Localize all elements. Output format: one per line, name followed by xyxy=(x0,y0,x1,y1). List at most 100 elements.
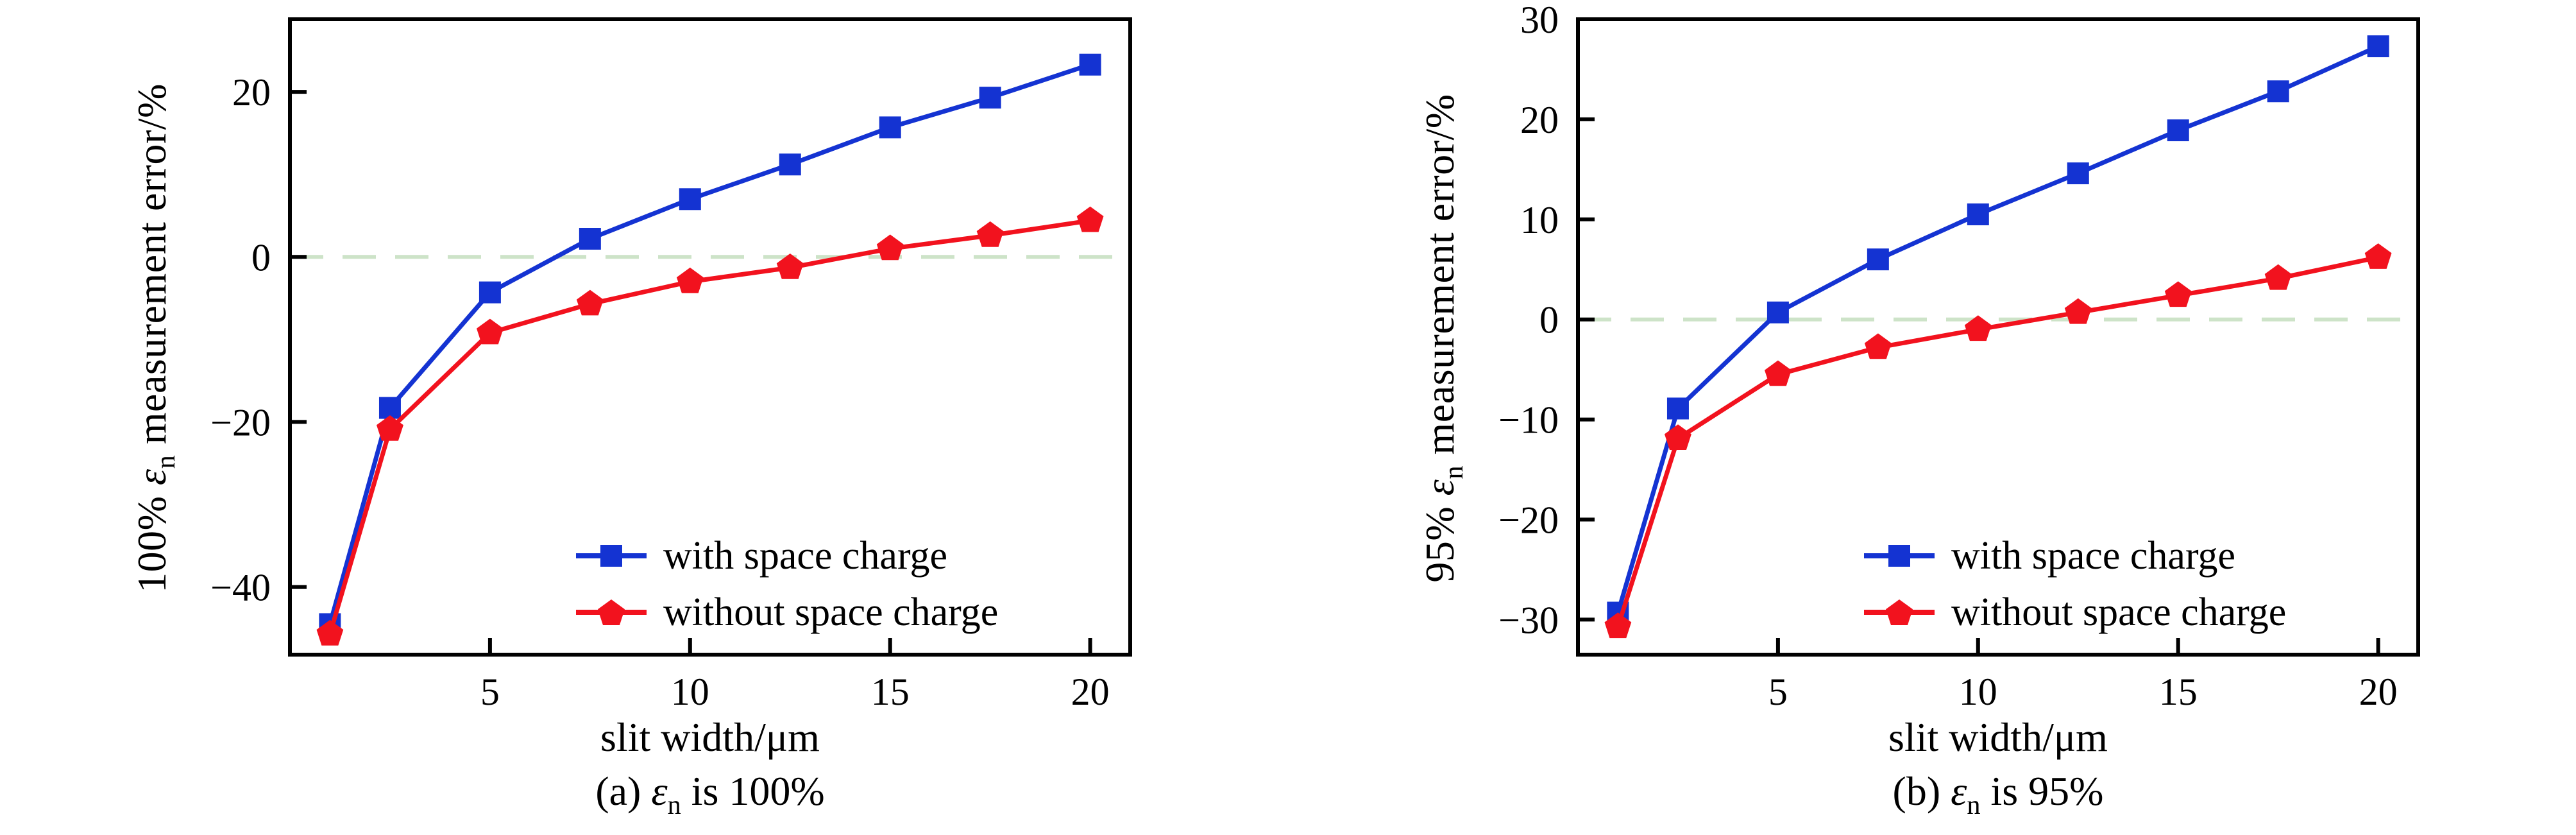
y-tick-label: −40 xyxy=(210,567,271,609)
legend-label: with space charge xyxy=(663,534,947,578)
data-point-square xyxy=(1079,53,1101,76)
x-tick-label: 5 xyxy=(1768,671,1788,713)
data-point-pentagon xyxy=(2264,264,2292,290)
x-tick-label: 10 xyxy=(671,671,709,713)
y-tick-label: 0 xyxy=(1539,299,1559,341)
data-point-pentagon xyxy=(2064,298,2092,324)
square-marker-icon xyxy=(600,545,622,567)
data-point-square xyxy=(2267,80,2289,103)
data-point-square xyxy=(1867,248,1889,271)
legend-line-sample xyxy=(1864,545,1935,567)
data-point-square xyxy=(1666,397,1689,420)
data-point-square xyxy=(879,116,901,139)
data-point-pentagon xyxy=(477,318,504,345)
subfigure-caption-b: (b) εn is 95% xyxy=(1892,768,2104,818)
data-point-square xyxy=(1767,301,1789,323)
data-point-square xyxy=(378,397,401,419)
y-tick-label: 20 xyxy=(232,71,271,114)
data-point-pentagon xyxy=(1964,315,1992,341)
pentagon-marker-icon xyxy=(598,599,625,625)
y-tick-label: −30 xyxy=(1498,599,1559,641)
chart-a-plot-area: 5 10 15 20 20 0 −20 −40 xyxy=(210,17,1132,713)
y-tick-label: −20 xyxy=(1498,499,1559,542)
legend-label: with space charge xyxy=(1951,534,2235,578)
data-point-pentagon xyxy=(1076,206,1104,232)
legend-label: without space charge xyxy=(663,590,999,634)
x-tick-label: 15 xyxy=(2159,671,2198,713)
y-tick-label: 20 xyxy=(1520,99,1559,141)
y-axis-label-prefix: 95% xyxy=(1417,495,1462,583)
chart-panel-b: 5 10 15 20 30 20 10 0 −10 −20 −30 95% εn measureme… xyxy=(1288,0,2576,835)
data-point-square xyxy=(2367,35,2389,58)
y-axis-label: 95% εn measurement error/% xyxy=(1416,94,1469,583)
epsilon-symbol: ε xyxy=(1951,768,1967,814)
x-tick-label: 20 xyxy=(2359,671,2398,713)
data-point-square xyxy=(579,228,601,250)
x-tick-label: 5 xyxy=(480,671,500,713)
data-point-pentagon xyxy=(1864,333,1892,359)
data-point-pentagon xyxy=(2164,281,2192,307)
axes-frame xyxy=(1576,17,2420,657)
legend-line-sample xyxy=(576,545,647,567)
caption-suffix: is 95% xyxy=(1980,768,2104,814)
data-point-pentagon xyxy=(2364,243,2392,269)
epsilon-symbol: ε xyxy=(651,768,668,814)
series-without-space-charge xyxy=(1604,243,2392,639)
x-tick-label: 10 xyxy=(1959,671,1997,713)
legend: with space charge without space charge xyxy=(576,528,998,641)
chart-panel-a: 5 10 15 20 20 0 −20 −40 100% εn measurement err… xyxy=(128,17,1132,818)
epsilon-subscript: n xyxy=(150,454,181,469)
y-axis-label-prefix: 100% xyxy=(129,485,174,593)
subfigure-caption-a: (a) εn is 100% xyxy=(595,768,825,818)
data-point-pentagon xyxy=(316,619,344,646)
data-point-square xyxy=(779,153,801,176)
data-point-pentagon xyxy=(676,267,704,293)
data-point-square xyxy=(979,87,1001,109)
legend-line-sample xyxy=(1864,599,1935,625)
x-axis-label: slit width/μm xyxy=(600,714,820,760)
y-tick-label: 30 xyxy=(1520,0,1559,41)
epsilon-subscript: n xyxy=(1967,789,1981,820)
legend-item-with-space-charge: with space charge xyxy=(576,528,998,584)
data-point-pentagon xyxy=(776,254,804,279)
legend-item-without-space-charge: without space charge xyxy=(576,584,998,641)
series-with-space-charge xyxy=(1607,35,2389,624)
x-tick-label: 15 xyxy=(871,671,910,713)
pentagon-marker-icon xyxy=(1886,599,1913,625)
data-point-pentagon xyxy=(377,415,403,441)
caption-prefix: (b) xyxy=(1892,768,1951,814)
data-point-pentagon xyxy=(1765,360,1792,386)
y-axis-label: 100% εn measurement error/% xyxy=(128,83,181,593)
legend-item-with-space-charge: with space charge xyxy=(1864,528,2286,584)
y-tick-label: −10 xyxy=(1498,399,1559,442)
x-tick-label: 20 xyxy=(1071,671,1110,713)
series-without-space-charge xyxy=(316,206,1104,646)
axes-frame xyxy=(288,17,1132,657)
legend-item-without-space-charge: without space charge xyxy=(1864,584,2286,641)
data-point-square xyxy=(479,281,501,304)
y-tick-label: −20 xyxy=(210,401,271,443)
series-with-space-charge xyxy=(319,53,1101,635)
epsilon-symbol: ε xyxy=(1417,479,1462,496)
y-tick-label: 10 xyxy=(1520,199,1559,241)
legend-line-sample xyxy=(576,599,647,625)
y-tick-label: 0 xyxy=(251,236,271,279)
epsilon-subscript: n xyxy=(1438,465,1469,479)
y-axis-label-suffix: measurement error/% xyxy=(129,83,174,455)
caption-prefix: (a) xyxy=(595,768,652,814)
x-axis-label: slit width/μm xyxy=(1888,714,2108,760)
data-point-pentagon xyxy=(1665,424,1691,450)
y-axis-label-suffix: measurement error/% xyxy=(1417,94,1462,465)
data-point-pentagon xyxy=(976,221,1004,247)
data-point-pentagon xyxy=(1604,612,1632,639)
epsilon-subscript: n xyxy=(667,789,681,820)
data-point-square xyxy=(2167,119,2189,142)
legend-label: without space charge xyxy=(1951,590,2287,634)
data-point-pentagon xyxy=(876,234,904,261)
data-point-square xyxy=(1967,203,1989,226)
caption-suffix: is 100% xyxy=(681,768,825,814)
epsilon-symbol: ε xyxy=(129,469,174,486)
data-point-square xyxy=(679,188,701,211)
data-point-pentagon xyxy=(576,289,604,316)
